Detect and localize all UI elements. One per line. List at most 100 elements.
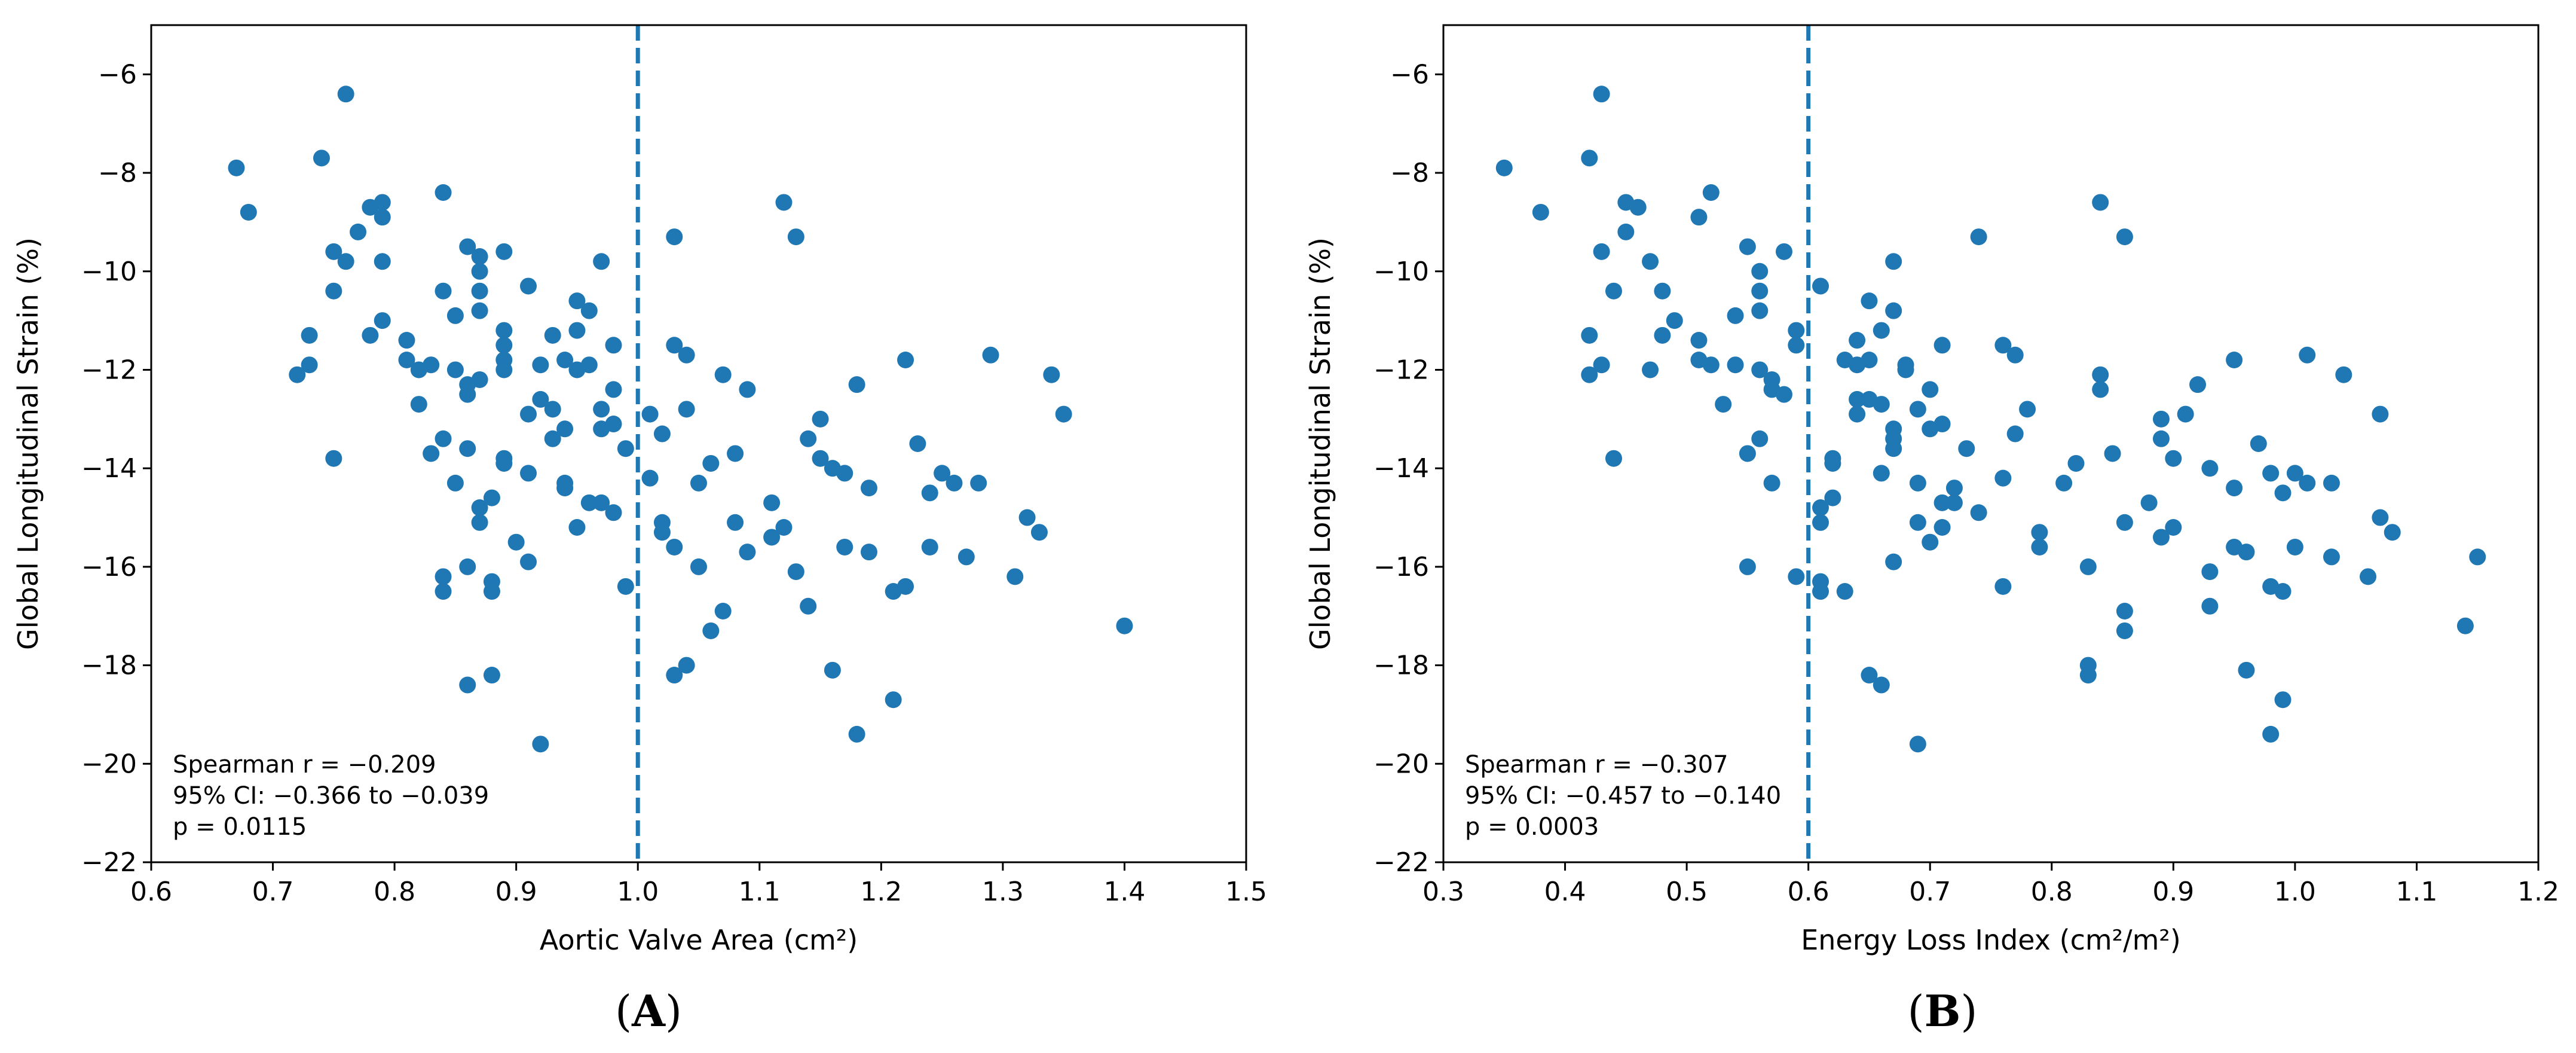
panel-b-data-point: [1495, 159, 1513, 176]
panel-a-data-point: [848, 376, 865, 393]
panel-b-data-point: [2372, 509, 2389, 526]
panel-a-data-point: [544, 326, 561, 344]
panel-a-data-point: [848, 725, 865, 743]
panel-b-data-point: [2067, 454, 2085, 472]
panel-a-data-point: [1043, 366, 1060, 383]
panel-b-data-point: [2116, 514, 2133, 531]
panel-a-data-point: [885, 691, 902, 709]
panel-b-data-point: [2384, 524, 2401, 541]
panel-a-data-point: [435, 282, 452, 300]
panel-b-x-tick-label: 0.3: [1422, 877, 1464, 907]
panel-b-data-point: [1751, 263, 1769, 280]
panel-b-data-point: [1581, 326, 1598, 344]
panel-a-y-tick-label: −14: [81, 453, 137, 484]
panel-b-data-point: [2274, 484, 2292, 502]
panel-a-x-axis-title: Aortic Valve Area (cm²): [540, 924, 858, 956]
panel-b-data-point: [2238, 661, 2255, 679]
panel-a-y-tick-label: −8: [98, 158, 137, 188]
panel-a-data-point: [471, 282, 488, 300]
panel-a-data-point: [325, 450, 342, 467]
panel-b-x-tick-label: 0.6: [1788, 877, 1829, 907]
panel-a-data-point: [435, 430, 452, 447]
panel-a-data-point: [763, 494, 781, 511]
panel-b-data-point: [1812, 499, 1829, 517]
panel-b-data-point: [1629, 199, 1647, 216]
panel-a-data-point: [337, 253, 354, 270]
panel-a-data-point: [520, 465, 537, 482]
panel-b-data-point: [1715, 396, 1732, 413]
panel-b-data-point: [1933, 519, 1951, 536]
panel-b-data-point: [1642, 361, 1659, 379]
panel-b-data-point: [1617, 223, 1635, 240]
panel-a-data-point: [727, 445, 744, 462]
panel-a-data-point: [763, 529, 781, 546]
panel-a-data-point: [495, 243, 513, 260]
panel-b-data-point: [1933, 494, 1951, 511]
panel-a-data-point: [495, 337, 513, 354]
panel-b-data-point: [1727, 307, 1744, 324]
panel-a-data-point: [532, 735, 549, 753]
panel-b-data-point: [1836, 583, 1853, 600]
panel-b-x-tick-label: 1.1: [2396, 877, 2437, 907]
panel-b-data-point: [1751, 430, 1769, 447]
panel-b-data-point: [2165, 450, 2182, 467]
panel-b-x-tick-label: 0.4: [1544, 877, 1586, 907]
panel-b-data-point: [2201, 460, 2219, 477]
panel-a-y-axis-title: Global Longitudinal Strain (%): [12, 237, 44, 650]
panel-a-data-point: [374, 209, 391, 226]
panel-b-data-point: [1812, 583, 1829, 600]
panel-b-data-point: [1654, 282, 1671, 300]
panel-a-data-point: [459, 558, 476, 575]
panel-b-data-point: [2372, 405, 2389, 423]
panel-b-data-point: [1933, 337, 1951, 354]
panel-b-data-point: [1605, 282, 1622, 300]
panel-b-data-point: [1702, 184, 1720, 201]
panel-a-data-point: [593, 253, 610, 270]
panel-b-x-tick-label: 1.0: [2274, 877, 2316, 907]
panel-a-data-point: [495, 322, 513, 339]
panel-a-data-point: [398, 352, 415, 368]
panel-a-data-point: [970, 474, 987, 492]
panel-a-data-point: [666, 337, 683, 354]
panel-a-data-point: [520, 277, 537, 295]
panel-b-data-point: [2116, 228, 2133, 246]
panel-b-data-point: [2092, 366, 2109, 383]
panel-b-data-point: [2274, 691, 2292, 709]
panel-a-data-point: [507, 533, 525, 551]
panel-a-data-point: [666, 538, 683, 556]
panel-a-x-ticks: 0.6 0.7 0.8 0.9 1.0 1.1 1.2 1.3 1.4 1.5: [130, 862, 1267, 907]
panel-a-data-point: [446, 307, 464, 324]
panel-a-data-point: [714, 366, 732, 383]
panel-b-data-point: [1909, 735, 1926, 753]
panel-b: 0.3 0.4 0.5 0.6 0.7 0.8 0.9 1.0 1.1 1.2 −6 −8 −10 −1…: [1304, 24, 2559, 1036]
panel-b-data-point: [1812, 514, 1829, 531]
panel-b-data-point: [1994, 337, 2012, 354]
panel-b-data-point: [2189, 376, 2207, 393]
panel-b-data-point: [1751, 282, 1769, 300]
panel-b-data-point: [1909, 474, 1926, 492]
panel-b-data-point: [1945, 480, 1963, 497]
panel-b-label: (B): [1907, 985, 1977, 1036]
panel-b-x-ticks: 0.3 0.4 0.5 0.6 0.7 0.8 0.9 1.0 1.1 1.2: [1422, 862, 2559, 907]
panel-a-data-point: [532, 356, 549, 374]
panel-a-x-tick-label: 0.6: [130, 877, 172, 907]
panel-a-data-point: [240, 203, 257, 221]
panel-b-data-point: [1897, 361, 1914, 379]
panel-a-data-point: [301, 326, 318, 344]
panel-a-x-tick-label: 0.7: [252, 877, 294, 907]
panel-a-data-point: [605, 381, 622, 398]
panel-a-data-point: [678, 401, 695, 418]
panel-b-y-ticks: −6 −8 −10 −12 −14 −16 −18 −20 −22: [1373, 59, 1443, 878]
panel-a-data-point: [982, 346, 999, 364]
panel-b-data-point: [1751, 361, 1769, 379]
panel-b-y-axis-title: Global Longitudinal Strain (%): [1304, 237, 1336, 650]
panel-b-data-point: [2360, 568, 2377, 585]
panel-a-ci-text: 95% CI: −0.366 to −0.039: [173, 782, 489, 810]
panel-b-data-point: [2116, 603, 2133, 619]
panel-a-data-point: [727, 514, 744, 531]
panel-b-data-point: [1642, 253, 1659, 270]
panel-b-data-point: [2274, 583, 2292, 600]
panel-b-data-point: [1775, 243, 1792, 260]
panel-b-data-point: [2456, 617, 2474, 634]
